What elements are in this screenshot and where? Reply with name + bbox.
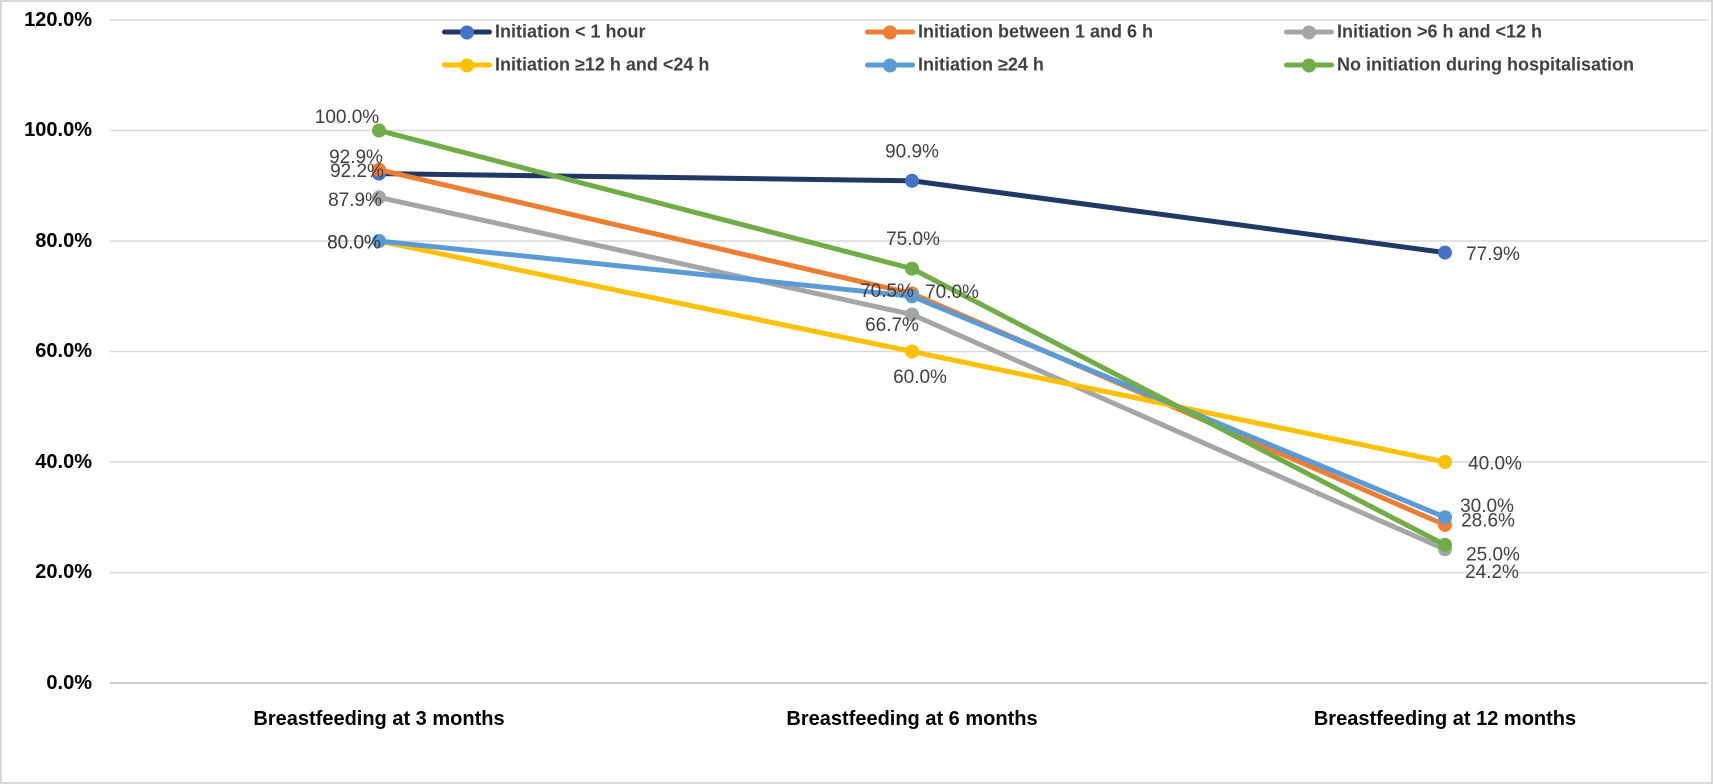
series-6 [372, 123, 1452, 552]
data-label: 28.6% [1461, 510, 1515, 531]
legend-item-no-initiation: No initiation during hospitalisation [1284, 55, 1634, 76]
legend-label: Initiation < 1 hour [495, 21, 646, 42]
legend-line-marker-icon [865, 24, 915, 40]
data-label: 90.9% [885, 141, 939, 162]
data-point-marker [372, 162, 386, 177]
data-point-marker [905, 289, 919, 304]
legend-line-marker-icon [1284, 57, 1334, 73]
y-tick-20: 20.0% [35, 561, 92, 583]
data-label: 100.0% [315, 107, 380, 128]
data-label: 80.0% [327, 233, 381, 254]
legend-line-marker-icon [442, 24, 492, 40]
data-point-marker [372, 190, 386, 205]
legend-item-initiation-12-to-24h: Initiation ≥12 h and <24 h [442, 55, 709, 76]
series-3 [372, 190, 1452, 557]
series-line [376, 128, 1448, 548]
legend-item-initiation-1-to-6h: Initiation between 1 and 6 h [865, 22, 1153, 43]
data-point-marker [1438, 510, 1452, 525]
legend-label: No initiation during hospitalisation [1337, 54, 1634, 75]
data-label: 87.9% [328, 190, 382, 211]
data-label: 77.9% [1466, 244, 1520, 265]
y-tick-120: 120.0% [24, 9, 92, 31]
data-point-marker [905, 173, 919, 188]
legend-label: Initiation >6 h and <12 h [1337, 21, 1543, 42]
data-label: 75.0% [886, 229, 940, 250]
legend-label: Initiation ≥24 h [918, 54, 1044, 75]
data-label: 92.9% [329, 147, 383, 168]
legend-label: Initiation between 1 and 6 h [918, 21, 1154, 42]
data-point-marker [905, 344, 919, 359]
data-point-marker [905, 261, 919, 276]
legend-item-initiation-ge-24h: Initiation ≥24 h [865, 55, 1044, 76]
legend-line-marker-icon [865, 57, 915, 73]
y-tick-100: 100.0% [24, 119, 92, 141]
series-5 [372, 234, 1452, 525]
data-point-marker [1438, 537, 1452, 552]
data-label: 24.2% [1465, 562, 1519, 583]
data-label: 70.5% [860, 281, 914, 302]
data-label: 66.7% [865, 315, 919, 336]
data-point-marker [1438, 245, 1452, 260]
x-label-6-months: Breastfeeding at 6 months [786, 708, 1038, 730]
y-tick-80: 80.0% [35, 230, 92, 252]
data-label: 60.0% [893, 367, 947, 388]
y-tick-0: 0.0% [46, 672, 92, 694]
data-label: 80.0% [327, 233, 381, 254]
data-label: 40.0% [1468, 454, 1522, 475]
data-point-marker [905, 307, 919, 322]
data-label: 92.2% [330, 161, 384, 182]
y-tick-40: 40.0% [35, 451, 92, 473]
x-label-3-months: Breastfeeding at 3 months [253, 708, 505, 730]
legend-item-initiation-6-to-12h: Initiation >6 h and <12 h [1284, 22, 1542, 43]
data-point-marker [1438, 455, 1452, 469]
data-label: 70.0% [925, 282, 979, 303]
legend-line-marker-icon [442, 57, 492, 73]
legend-label: Initiation ≥12 h and <24 h [495, 54, 710, 75]
x-label-12-months: Breastfeeding at 12 months [1313, 708, 1577, 730]
data-label: 30.0% [1460, 496, 1514, 517]
data-point-marker [372, 123, 386, 138]
legend-item-initiation-lt-1-hour: Initiation < 1 hour [442, 22, 646, 43]
data-label: 25.0% [1466, 544, 1520, 565]
data-point-marker [372, 234, 386, 248]
y-tick-60: 60.0% [35, 340, 92, 362]
legend-line-marker-icon [1284, 24, 1334, 40]
